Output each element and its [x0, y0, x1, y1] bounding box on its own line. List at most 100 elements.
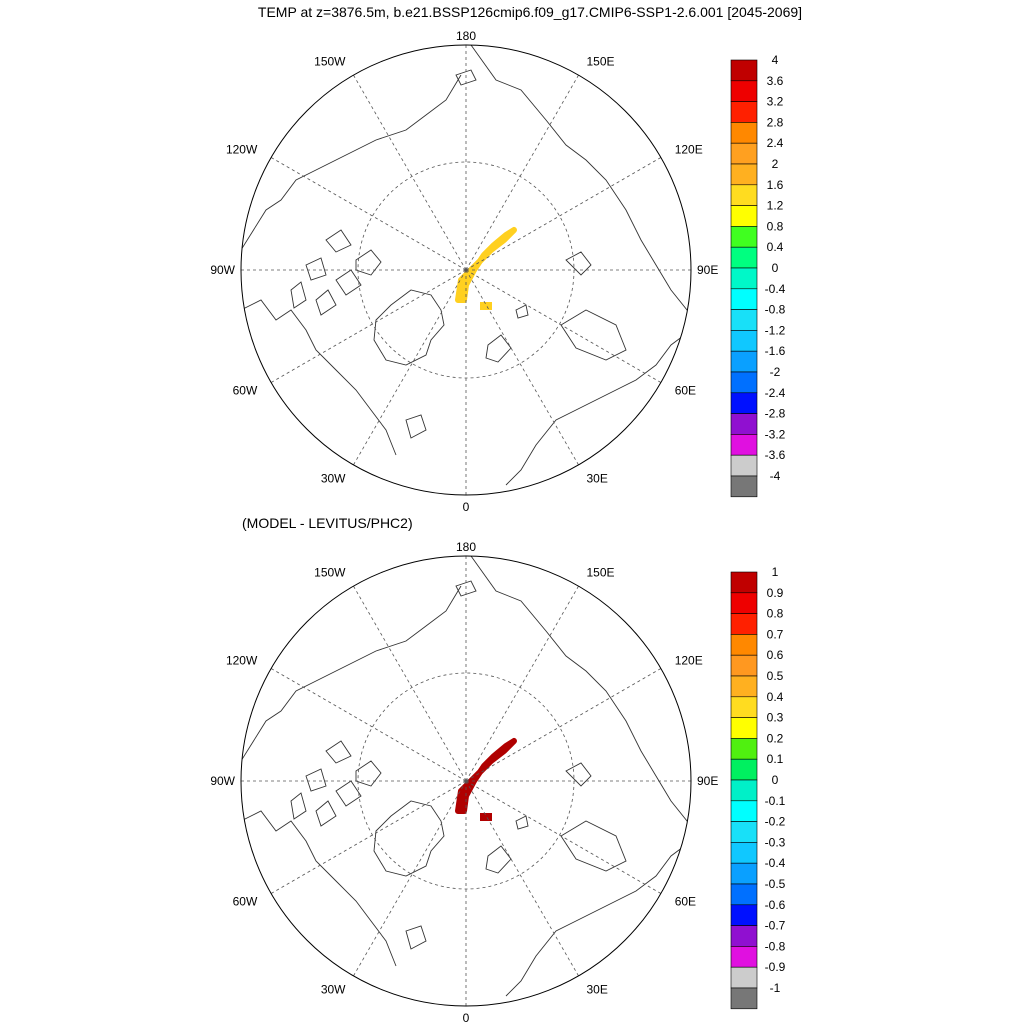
colorbar-label: 0.6 — [767, 648, 784, 662]
colorbar-label: 3.2 — [767, 95, 784, 109]
colorbar-box — [730, 883, 758, 906]
colorbar-box — [730, 288, 758, 310]
colorbar-box — [730, 434, 758, 456]
coastline-island — [335, 269, 362, 296]
colorbar-box — [730, 966, 758, 989]
coastline-island — [325, 740, 352, 764]
coastline-island — [485, 845, 512, 874]
meridian-line — [465, 585, 579, 782]
colorbar-box — [730, 654, 758, 677]
colorbar-box — [730, 717, 758, 739]
colorbar-box — [730, 309, 758, 331]
colorbar-box — [730, 904, 758, 926]
coastline-island — [405, 414, 427, 439]
longitude-label: 150E — [587, 565, 615, 579]
colorbar-box — [730, 454, 758, 477]
colorbar-box — [730, 246, 758, 269]
colorbar-box — [730, 122, 758, 144]
meridian-line — [465, 157, 662, 271]
coastline-island — [315, 289, 337, 316]
longitude-label: 0 — [463, 500, 470, 514]
longitude-label: 60W — [233, 895, 258, 909]
colorbar-box — [730, 758, 758, 781]
colorbar-box — [730, 987, 758, 1010]
meridian-line — [465, 269, 579, 466]
colorbar-label: 0.8 — [767, 219, 784, 233]
coastline — [241, 74, 462, 251]
longitude-label: 30W — [321, 472, 346, 486]
colorbar-label: 0 — [772, 261, 779, 275]
coastline-island — [560, 820, 627, 872]
colorbar-box — [730, 675, 758, 698]
longitude-label: 150E — [587, 54, 615, 68]
colorbar-box — [730, 413, 758, 435]
colorbar-label: 0.8 — [767, 607, 784, 621]
longitude-label: 120W — [226, 143, 258, 157]
longitude-label: 60E — [675, 895, 696, 909]
colorbar-label: -1.2 — [765, 323, 786, 337]
longitude-label: 0 — [463, 1011, 470, 1024]
colorbar-box — [730, 330, 758, 352]
meridian-line — [270, 668, 467, 782]
colorbar-box — [730, 80, 758, 102]
colorbar-top: 4 3.6 3.2 2.8 2.4 2 1.6 1.2 0.8 0.4 0 -0.4 -0.8 -1.2 -… — [730, 53, 786, 498]
colorbar-box — [730, 821, 758, 843]
colorbar-box — [730, 862, 758, 885]
colorbar-box — [730, 571, 758, 594]
longitude-label: 150W — [314, 54, 346, 68]
longitude-label: 30W — [321, 983, 346, 997]
colorbar-label: -0.2 — [765, 815, 786, 829]
colorbar-label: -0.1 — [765, 794, 786, 808]
colorbar-box — [730, 613, 758, 635]
colorbar-label: 0.3 — [767, 711, 784, 725]
colorbar-box — [730, 634, 758, 656]
coastline-island — [373, 289, 445, 366]
longitude-label: 60E — [675, 384, 696, 398]
colorbar-label: -2.8 — [765, 407, 786, 421]
coastline-island — [355, 760, 382, 787]
colorbar-label: 2.8 — [767, 115, 784, 129]
colorbar-label: 0.4 — [767, 690, 784, 704]
polar-map-bottom: 180 150E 120E 90E 60E 30E 0 30W 60W 90W 120W 150W — [210, 540, 718, 1024]
colorbar-box — [730, 800, 758, 822]
meridian-line — [465, 668, 662, 782]
colorbar-box — [730, 163, 758, 186]
meridian-line — [353, 269, 467, 466]
figure-title: TEMP at z=3876.5m, b.e21.BSSP126cmip6.f0… — [258, 4, 802, 20]
coastline-island — [515, 304, 529, 319]
meridian-line — [465, 780, 579, 977]
colorbar-label: 0.1 — [767, 752, 784, 766]
colorbar-box — [730, 779, 758, 802]
coastline — [470, 556, 691, 827]
meridian-line — [465, 74, 579, 271]
map-border — [240, 555, 692, 1007]
colorbar-label: 4 — [772, 53, 779, 67]
colorbar-label: -0.8 — [765, 303, 786, 317]
colorbar-label: 0.4 — [767, 240, 784, 254]
colorbar-box — [730, 371, 758, 394]
colorbar-box — [730, 946, 758, 968]
coastline-island — [565, 251, 592, 276]
colorbar-box — [730, 142, 758, 165]
coastline — [470, 45, 691, 316]
temperature-anomaly-patch — [480, 302, 492, 310]
colorbar-box — [730, 59, 758, 82]
longitude-label: 30E — [587, 472, 608, 486]
coastline — [241, 299, 397, 456]
coastline-island — [560, 309, 627, 361]
meridian-line — [465, 269, 662, 383]
colorbar-box — [730, 592, 758, 614]
coastline-island — [515, 815, 529, 830]
meridian-line — [465, 780, 662, 894]
longitude-label: 120E — [675, 143, 703, 157]
colorbar-label: -0.3 — [765, 835, 786, 849]
coastline-island — [305, 257, 327, 281]
colorbar-label: 0.2 — [767, 731, 784, 745]
meridian-line — [353, 585, 467, 782]
longitude-label: 90E — [697, 263, 718, 277]
colorbar-label: 1.2 — [767, 199, 784, 213]
coastline — [241, 585, 462, 762]
colorbar-label: 0.5 — [767, 669, 784, 683]
colorbar-label: -2 — [770, 365, 781, 379]
